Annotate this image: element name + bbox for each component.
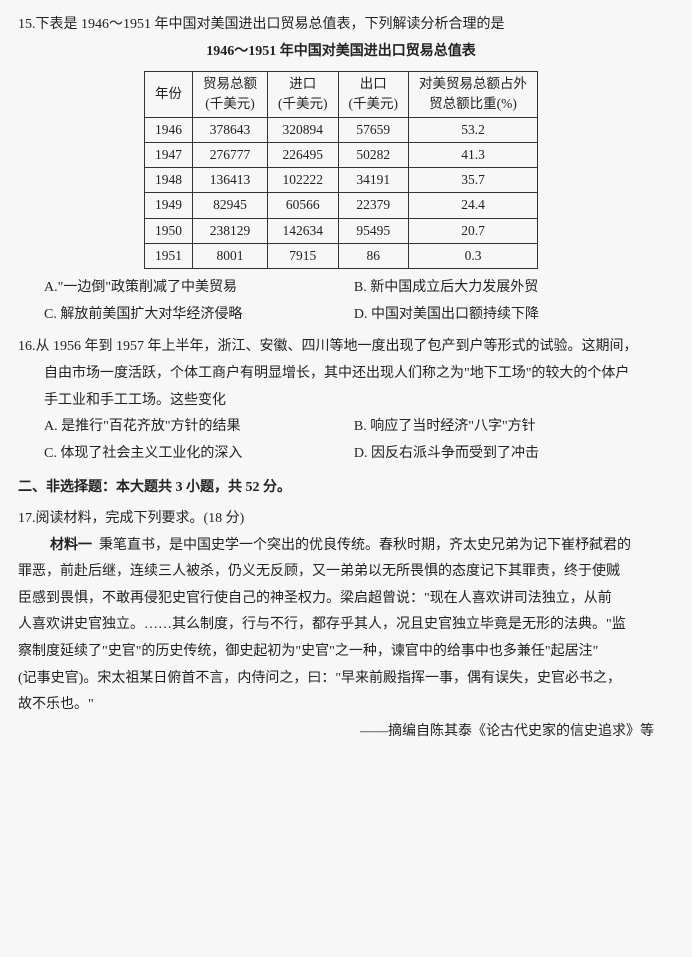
q16-stem-line2: 自由市场一度活跃，个体工商户有明显增长，其中还出现人们称之为"地下工场"的较大的… <box>18 361 664 388</box>
q15-option-c: C. 解放前美国扩大对华经济侵略 <box>18 302 354 329</box>
q15-stem: 下表是 1946～1951 年中国对美国进出口贸易总值表，下列解读分析合理的是 <box>36 12 665 39</box>
q15-table-title: 1946～1951 年中国对美国进出口贸易总值表 <box>18 39 664 66</box>
q16-option-a: A. 是推行"百花齐放"方针的结果 <box>18 414 354 441</box>
q16-stem-line1: 从 1956 年到 1957 年上半年，浙江、安徽、四川等地一度出现了包产到户等… <box>36 334 665 361</box>
table-header-row: 年份 贸易总额(千美元) 进口(千美元) 出口(千美元) 对美贸易总额占外贸总额… <box>145 72 538 118</box>
th-ratio: 对美贸易总额占外贸总额比重(%) <box>409 72 538 118</box>
q16-option-b: B. 响应了当时经济"八字"方针 <box>354 414 664 441</box>
material-line5: 察制度延续了"史官"的历史传统，御史起初为"史官"之一种，谏官中的给事中也多兼任… <box>18 639 664 666</box>
material-source: ——摘编自陈其泰《论古代史家的信史追求》等 <box>18 719 664 746</box>
q17-number: 17. <box>18 506 36 533</box>
q15-option-d: D. 中国对美国出口额持续下降 <box>354 302 664 329</box>
th-export: 出口(千美元) <box>338 72 409 118</box>
th-import: 进口(千美元) <box>268 72 339 118</box>
q15-number: 15. <box>18 12 36 39</box>
q16-option-d: D. 因反右派斗争而受到了冲击 <box>354 441 664 468</box>
table-row: 19502381291426349549520.7 <box>145 218 538 243</box>
material-line6: (记事史官)。宋太祖某日俯首不言，内侍问之，曰："早来前殿指挥一事，偶有误失，史… <box>18 666 664 693</box>
q15-option-b: B. 新中国成立后大力发展外贸 <box>354 275 664 302</box>
q16-number: 16. <box>18 334 36 361</box>
material-line1: 秉笔直书，是中国史学一个突出的优良传统。春秋时期，齐太史兄弟为记下崔杼弑君的 <box>99 538 631 553</box>
material-line4: 人喜欢讲史官独立。……其么制度，行与不行，都存乎其人，况且史官独立毕竟是无形的法… <box>18 612 664 639</box>
material-line3: 臣感到畏惧，不敢再侵犯史官行使自己的神圣权力。梁启超曾说："现在人喜欢讲司法独立… <box>18 586 664 613</box>
table-row: 195180017915860.3 <box>145 243 538 268</box>
q16-stem-line3: 手工业和手工工场。这些变化 <box>18 388 664 415</box>
material-line7: 故不乐也。" <box>18 692 664 719</box>
table-row: 19481364131022223419135.7 <box>145 168 538 193</box>
th-total: 贸易总额(千美元) <box>193 72 268 118</box>
table-row: 194982945605662237924.4 <box>145 193 538 218</box>
q17-stem: 阅读材料，完成下列要求。(18 分) <box>36 506 665 533</box>
table-row: 19472767772264955028241.3 <box>145 142 538 167</box>
q15-table: 年份 贸易总额(千美元) 进口(千美元) 出口(千美元) 对美贸易总额占外贸总额… <box>144 71 538 269</box>
section-2-heading: 二、非选择题：本大题共 3 小题，共 52 分。 <box>18 475 664 502</box>
q15-option-a: A."一边倒"政策削减了中美贸易 <box>18 275 354 302</box>
material-line2: 罪恶，前赴后继，连续三人被杀，仍义无反顾，又一弟弟以无所畏惧的态度记下其罪责，终… <box>18 559 664 586</box>
th-year: 年份 <box>145 72 193 118</box>
material-label: 材料一 <box>50 538 92 553</box>
q16-option-c: C. 体现了社会主义工业化的深入 <box>18 441 354 468</box>
table-row: 19463786433208945765953.2 <box>145 117 538 142</box>
